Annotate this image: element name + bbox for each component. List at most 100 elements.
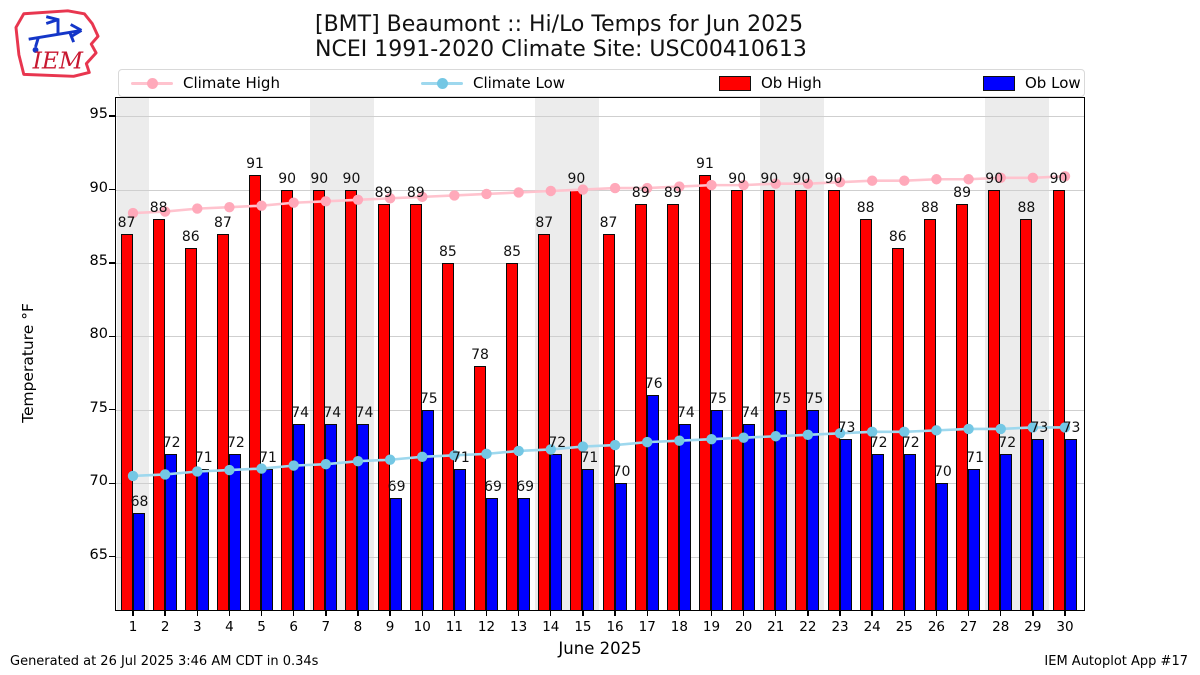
x-axis-tick [967,611,970,616]
x-tick-label: 4 [225,619,234,635]
x-axis-tick [164,611,166,616]
ob-high-value: 90 [278,170,297,187]
legend-entry-climate-low: Climate Low [421,70,565,96]
y-axis-tick [109,188,115,191]
x-axis-tick [582,611,584,616]
x-axis-tick [1032,611,1034,616]
climate-low-line-icon [421,77,463,89]
ob-low-value: 72 [901,434,920,451]
x-axis-tick [935,611,938,616]
y-axis-tick [109,262,115,264]
x-tick-label: 1 [128,619,138,635]
x-axis-tick [196,611,198,616]
ob-high-value: 90 [985,170,1004,187]
ob-high-value: 91 [696,155,714,172]
ob-high-value: 90 [728,170,747,187]
x-tick-label: 8 [353,619,363,635]
ob-high-value: 87 [599,214,618,231]
x-tick-label: 22 [799,619,817,635]
x-tick-label: 13 [510,619,528,635]
ob-low-value: 69 [387,478,406,495]
generated-timestamp: Generated at 26 Jul 2025 3:46 AM CDT in … [10,654,319,669]
ob-high-value: 86 [888,229,907,246]
y-axis-tick [109,555,115,558]
ob-high-swatch-icon [719,75,751,91]
legend: Climate High Climate Low Ob High Ob Low [118,69,1085,97]
y-tick-label: 95 [89,106,108,123]
ob-high-value: 90 [1049,170,1068,187]
y-tick-label: 85 [89,252,108,269]
ob-high-value: 89 [953,185,971,202]
ob-high-value: 78 [471,346,489,363]
ob-high-value: 88 [921,199,939,216]
ob-high-value: 89 [631,185,650,202]
ob-high-value: 88 [1017,199,1036,216]
y-tick-label: 75 [89,399,108,416]
iem-logo: IEM [14,9,100,78]
x-axis-tick [742,611,745,616]
x-tick-label: 28 [992,619,1010,635]
ob-low-value: 72 [162,434,181,451]
x-axis-tick [485,611,488,616]
chart-title: [BMT] Beaumont :: Hi/Lo Temps for Jun 20… [315,12,804,37]
x-tick-label: 26 [927,619,946,635]
ob-low-value: 72 [548,434,567,451]
y-axis-label: Temperature °F [19,303,37,423]
x-axis-tick [710,611,713,616]
x-tick-label: 10 [413,619,431,635]
ob-high-value: 90 [760,170,779,187]
y-tick-label: 65 [89,546,108,563]
ob-low-value: 74 [291,405,310,422]
x-tick-label: 12 [477,619,496,635]
x-axis-tick [871,611,873,616]
x-tick-label: 20 [735,619,753,635]
ob-high-value: 89 [406,185,425,202]
x-tick-label: 17 [638,619,656,635]
ob-low-value: 71 [259,449,277,466]
x-axis-tick [228,611,231,616]
x-axis-label: June 2025 [558,639,642,658]
y-tick-label: 80 [89,326,108,343]
x-axis-tick [453,611,456,616]
ob-high-value: 91 [246,155,264,172]
legend-label: Ob Low [1025,74,1081,92]
ob-low-value: 76 [644,376,663,393]
x-tick-label: 24 [863,619,881,635]
ob-high-value: 85 [503,243,522,260]
x-tick-label: 15 [574,619,592,635]
ob-low-value: 75 [773,390,792,407]
gridline [115,262,1085,264]
x-tick-label: 19 [702,619,721,635]
x-tick-label: 16 [606,619,624,635]
weather-vane-icon [28,15,83,48]
ob-low-value: 70 [934,464,952,481]
y-axis-tick [109,482,115,484]
ob-low-value: 73 [1062,420,1081,437]
gridline [115,483,1085,485]
legend-entry-climate-high: Climate High [131,70,280,96]
ob-low-value: 74 [741,405,760,422]
x-tick-label: 18 [670,619,688,635]
x-axis-tick [357,611,359,616]
x-axis-tick [517,611,520,616]
ob-low-value: 73 [1030,420,1049,437]
x-axis-tick [550,611,552,616]
ob-low-value: 72 [869,434,888,451]
x-axis-tick [260,611,263,616]
climate-high-line-icon [131,77,173,89]
x-axis-tick [292,611,295,616]
ob-low-value: 75 [419,390,438,407]
x-tick-label: 30 [1056,619,1074,635]
logo-text: IEM [32,47,84,75]
ob-low-value: 75 [805,390,824,407]
ob-low-value: 69 [516,478,535,495]
x-tick-label: 23 [831,619,849,635]
y-axis-tick [109,335,115,338]
x-axis-tick [839,611,841,616]
ob-low-value: 75 [709,390,727,407]
ob-high-value: 88 [856,199,875,216]
gridline [115,116,1085,118]
ob-low-value: 71 [194,449,213,466]
ob-low-value: 68 [130,493,149,510]
y-axis-tick [109,409,115,411]
